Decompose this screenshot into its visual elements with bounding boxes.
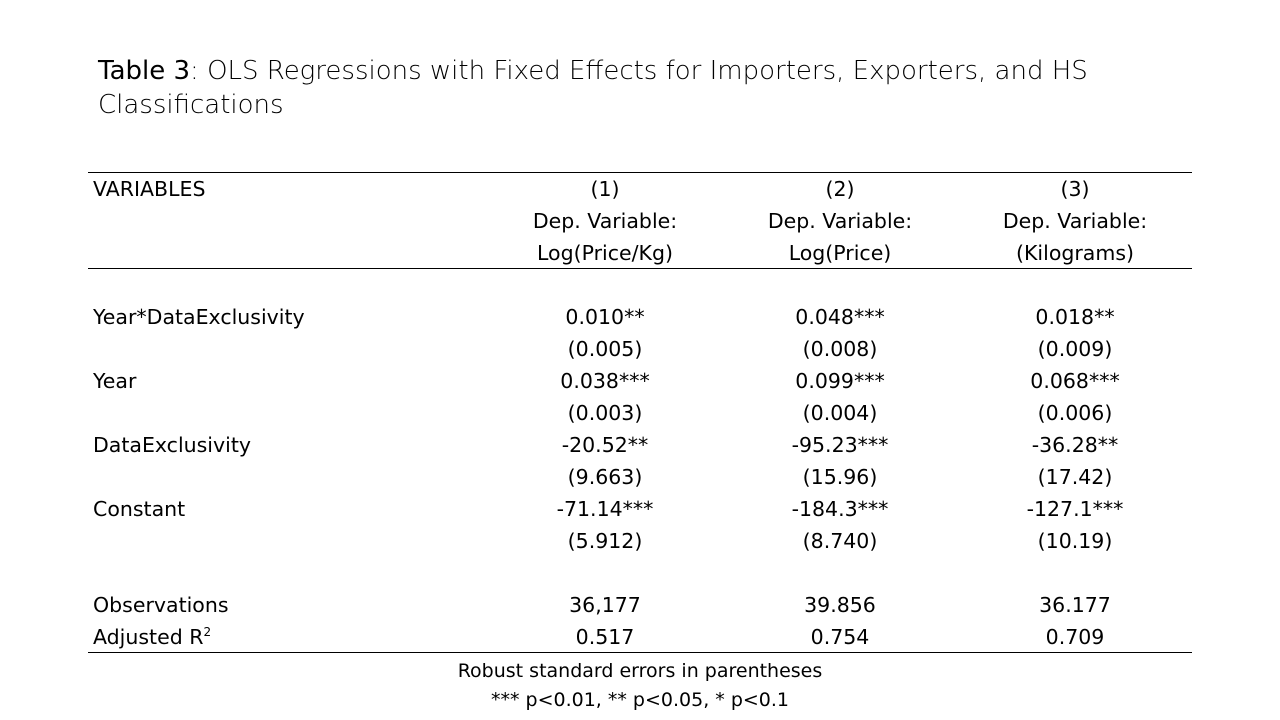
- column-1-dep-variable: Log(Price/Kg): [537, 241, 673, 265]
- row-label-constant: Constant: [93, 497, 186, 521]
- coef-cell: -127.1***: [1026, 497, 1124, 521]
- stat-cell: 0.709: [1045, 625, 1105, 649]
- coef-cell: 0.068***: [1030, 369, 1120, 393]
- coef-cell: 0.010**: [565, 305, 645, 329]
- se-cell: (0.006): [1037, 401, 1113, 425]
- se-cell: (9.663): [567, 465, 643, 489]
- header-rule: [88, 268, 1192, 269]
- coef-cell: -20.52**: [561, 433, 649, 457]
- se-cell: (8.740): [802, 529, 878, 553]
- se-cell: (5.912): [567, 529, 643, 553]
- se-cell: (17.42): [1037, 465, 1113, 489]
- table-title: Table 3: OLS Regressions with Fixed Effe…: [98, 54, 1138, 122]
- coef-cell: 0.038***: [560, 369, 650, 393]
- column-2-dep-label: Dep. Variable:: [767, 209, 913, 233]
- se-cell: (0.008): [802, 337, 878, 361]
- table-note-significance: *** p<0.01, ** p<0.05, * p<0.1: [490, 689, 790, 711]
- coef-cell: 0.018**: [1035, 305, 1115, 329]
- coef-cell: 0.099***: [795, 369, 885, 393]
- coef-cell: -184.3***: [791, 497, 889, 521]
- stat-cell: 39.856: [804, 593, 876, 617]
- table-number: Table 3: [98, 56, 191, 86]
- coef-cell: -36.28**: [1031, 433, 1119, 457]
- variables-header: VARIABLES: [93, 177, 206, 201]
- column-1-number: (1): [590, 177, 620, 201]
- stat-cell: 0.517: [575, 625, 635, 649]
- table-caption: : OLS Regressions with Fixed Effects for…: [98, 56, 1088, 120]
- stat-cell: 36.177: [1039, 593, 1111, 617]
- bottom-rule: [88, 652, 1192, 653]
- column-2-number: (2): [825, 177, 855, 201]
- top-rule: [88, 172, 1192, 173]
- se-cell: (0.005): [567, 337, 643, 361]
- coef-cell: 0.048***: [795, 305, 885, 329]
- row-label-year-dataexclusivity: Year*DataExclusivity: [93, 305, 305, 329]
- se-cell: (15.96): [802, 465, 878, 489]
- row-label-dataexclusivity: DataExclusivity: [93, 433, 252, 457]
- column-3-dep-variable: (Kilograms): [1015, 241, 1135, 265]
- row-label-adjusted-r2: Adjusted R2: [93, 621, 211, 653]
- r-squared-superscript: 2: [203, 625, 212, 640]
- row-label-year: Year: [93, 369, 137, 393]
- table-note-standard-errors: Robust standard errors in parentheses: [457, 660, 823, 682]
- se-cell: (0.003): [567, 401, 643, 425]
- stat-cell: 0.754: [810, 625, 870, 649]
- column-2-dep-variable: Log(Price): [788, 241, 892, 265]
- column-3-number: (3): [1060, 177, 1090, 201]
- row-label-observations: Observations: [93, 593, 229, 617]
- column-1-dep-label: Dep. Variable:: [532, 209, 678, 233]
- coef-cell: -95.23***: [791, 433, 889, 457]
- column-3-dep-label: Dep. Variable:: [1002, 209, 1148, 233]
- adjusted-r-text: Adjusted R: [93, 625, 204, 649]
- se-cell: (0.009): [1037, 337, 1113, 361]
- se-cell: (0.004): [802, 401, 878, 425]
- stat-cell: 36,177: [569, 593, 641, 617]
- se-cell: (10.19): [1037, 529, 1113, 553]
- coef-cell: -71.14***: [556, 497, 654, 521]
